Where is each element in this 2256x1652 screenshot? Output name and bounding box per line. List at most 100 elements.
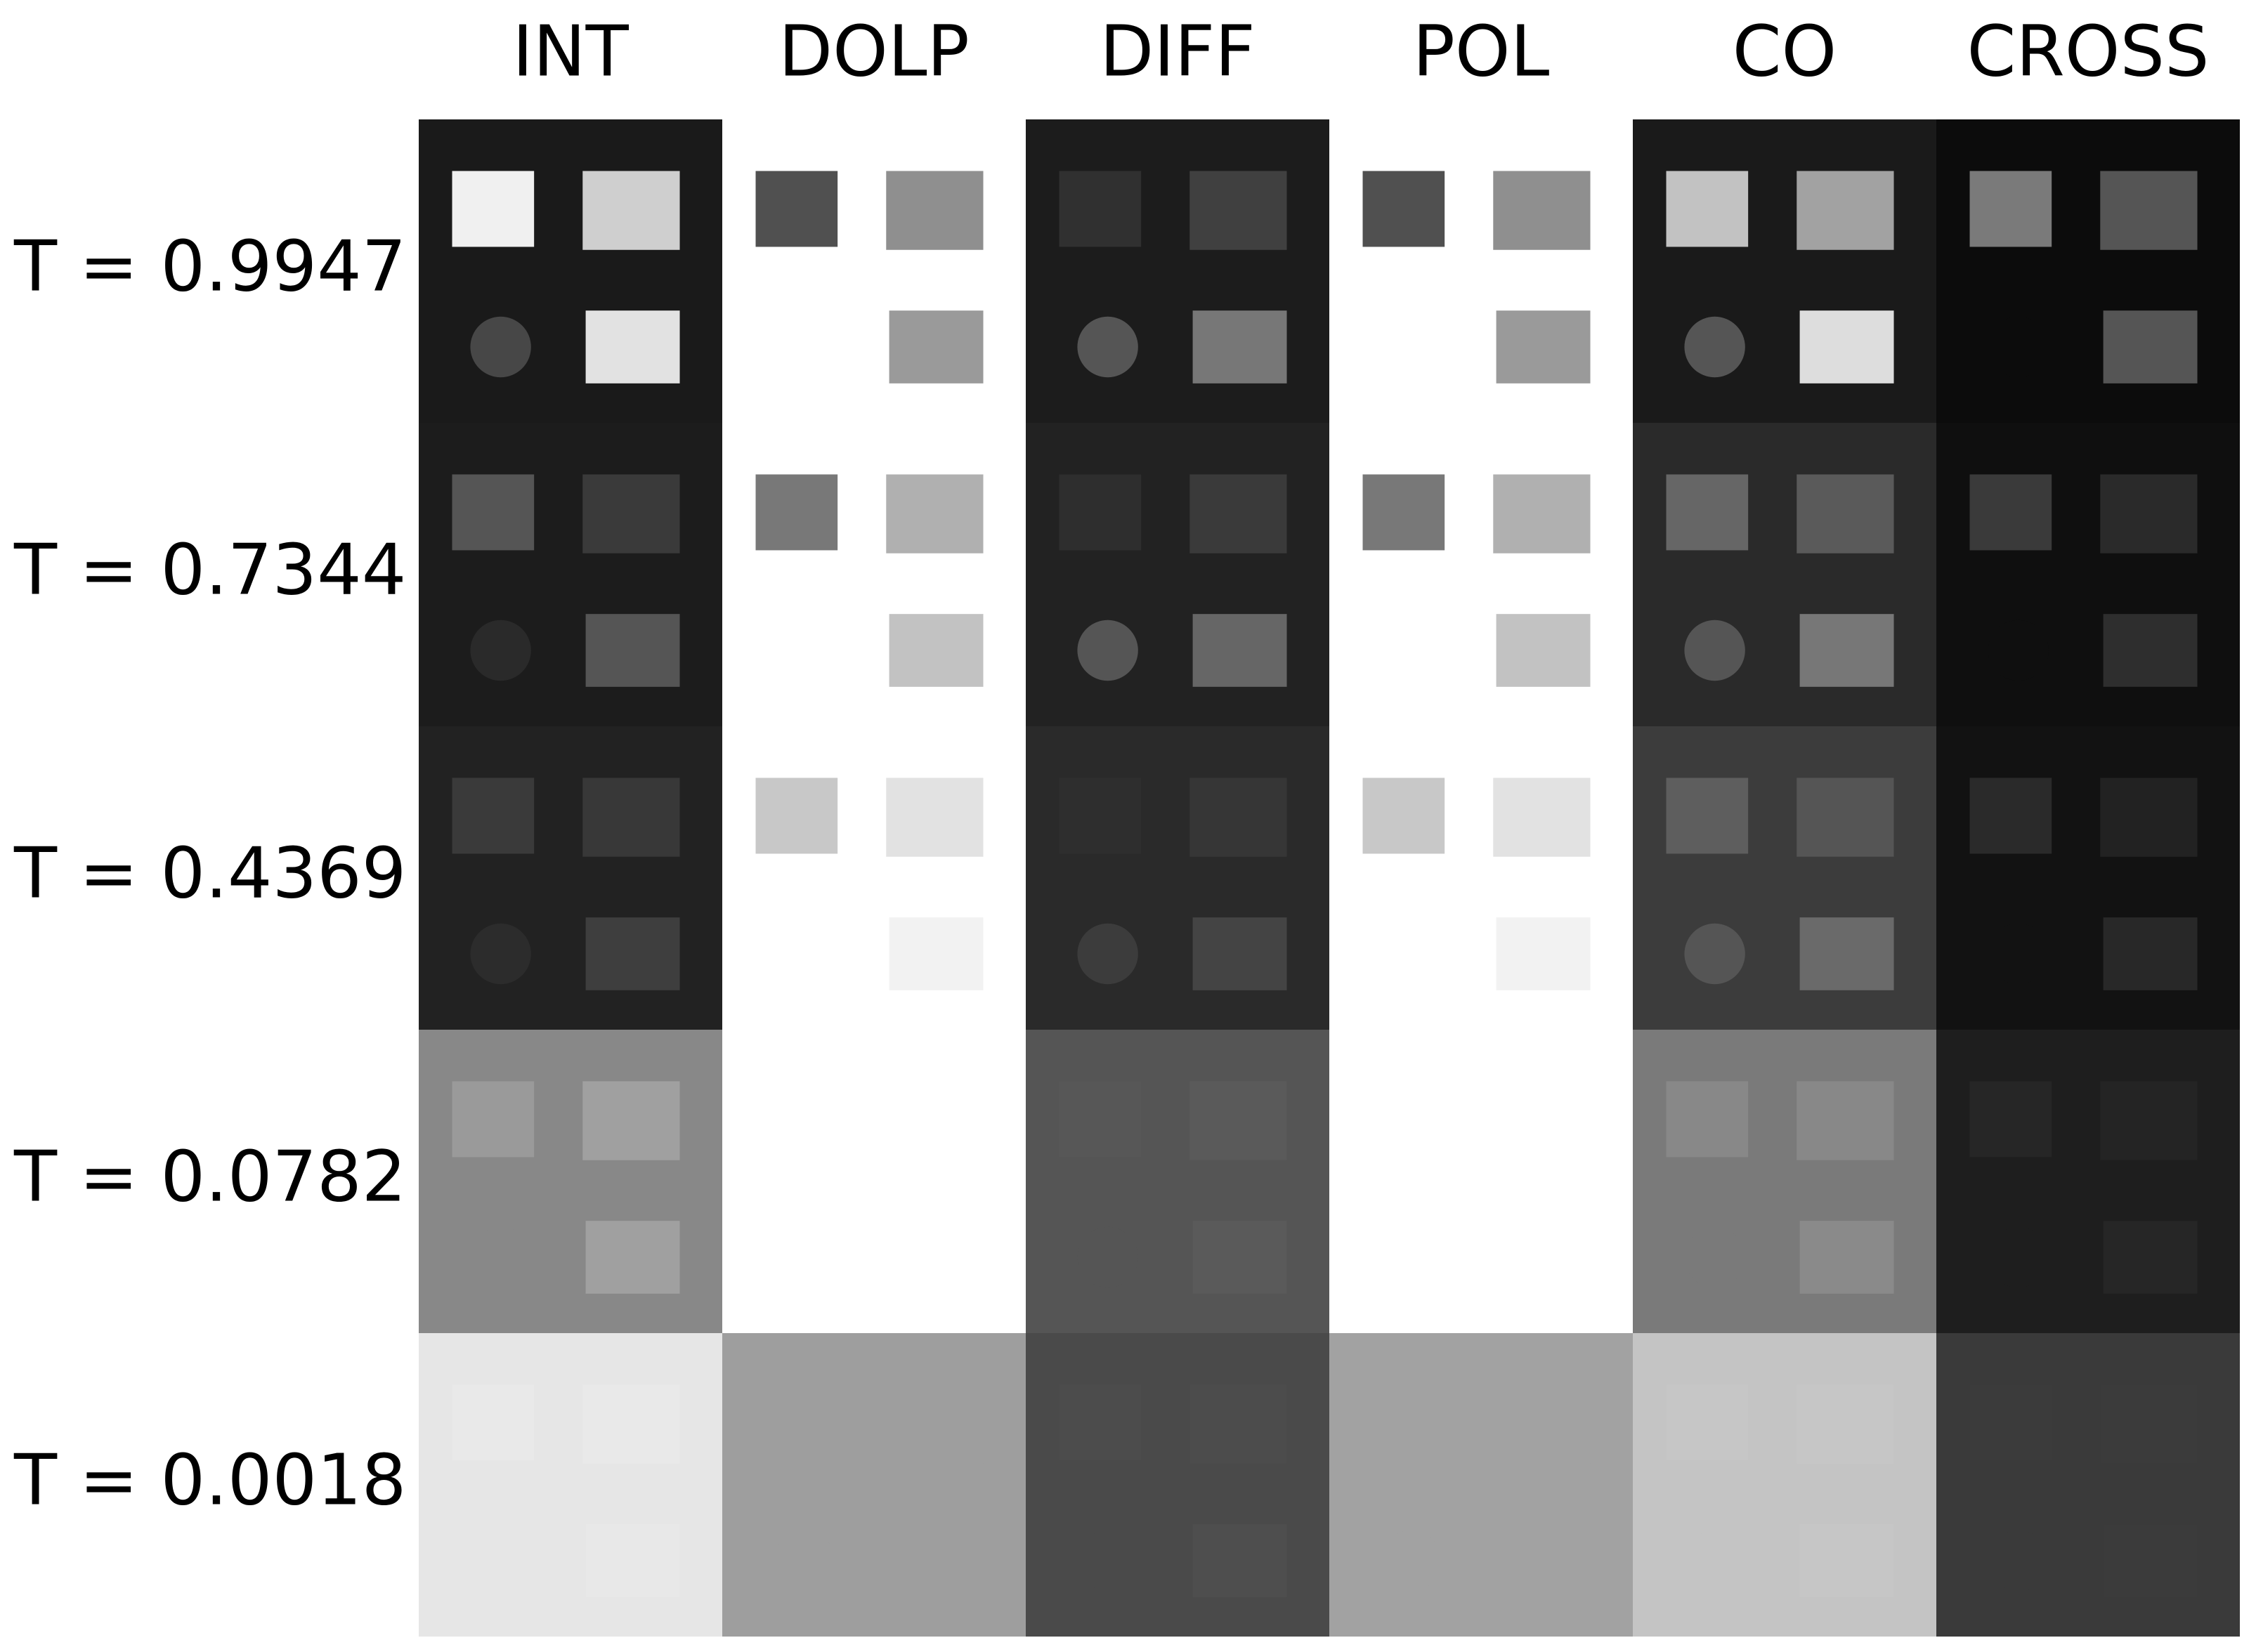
sample-patch [1059, 1081, 1142, 1158]
sample-patch [1666, 474, 1749, 551]
sample-disc [1988, 1226, 2049, 1288]
image-cell [1329, 726, 1633, 1030]
image-cell [1936, 726, 2240, 1030]
sample-disc [1684, 620, 1745, 681]
image-cell [1633, 726, 1936, 1030]
sample-disc [774, 620, 835, 681]
sample-patch [452, 474, 535, 551]
sample-patch [1362, 778, 1445, 854]
sample-patch [2100, 171, 2198, 250]
sample-patch [1799, 1524, 1894, 1597]
sample-patch [889, 310, 984, 383]
column-header: POL [1413, 10, 1550, 92]
sample-disc [1684, 1530, 1745, 1592]
column-header: DOLP [778, 10, 970, 92]
image-cell [1026, 1030, 1329, 1333]
sample-patch [1362, 171, 1445, 247]
image-cell [1633, 423, 1936, 726]
sample-disc [470, 1530, 531, 1592]
sample-patch [755, 171, 838, 247]
sample-patch [452, 778, 535, 854]
image-cell [1026, 726, 1329, 1030]
sample-patch [886, 474, 984, 553]
sample-patch [889, 917, 984, 990]
sample-patch [1969, 1384, 2052, 1461]
row-label: T = 0.7344 [13, 528, 406, 610]
sample-patch [755, 1081, 838, 1158]
sample-patch [452, 1384, 535, 1461]
image-cell [1633, 1030, 1936, 1333]
sample-disc [1684, 316, 1745, 378]
column-header: INT [512, 10, 629, 92]
sample-patch [585, 614, 680, 687]
sample-patch [1189, 1384, 1287, 1464]
sample-patch [1797, 1081, 1894, 1160]
sample-patch [1192, 1524, 1287, 1597]
sample-patch [582, 778, 680, 857]
sample-patch [585, 1524, 680, 1597]
sample-patch [1059, 171, 1142, 247]
image-cell [1936, 1030, 2240, 1333]
sample-patch [1189, 1081, 1287, 1160]
sample-patch [1666, 778, 1749, 854]
sample-patch [1192, 310, 1287, 383]
sample-disc [1684, 923, 1745, 985]
image-cell [419, 119, 722, 423]
sample-patch [886, 1081, 984, 1160]
image-cell [419, 423, 722, 726]
sample-patch [582, 171, 680, 250]
sample-patch [2103, 1221, 2198, 1294]
sample-patch [1799, 1221, 1894, 1294]
sample-patch [1496, 1524, 1591, 1597]
sample-patch [1362, 1081, 1445, 1158]
sample-patch [1192, 917, 1287, 990]
sample-patch [1969, 1081, 2052, 1158]
sample-disc [470, 923, 531, 985]
sample-disc [774, 923, 835, 985]
sample-patch [1496, 1221, 1591, 1294]
image-cell [1026, 423, 1329, 726]
sample-patch [2103, 310, 2198, 383]
row-label: T = 0.9947 [13, 225, 406, 307]
image-cell [419, 1333, 722, 1637]
image-cell [1329, 423, 1633, 726]
sample-patch [1797, 171, 1894, 250]
image-cell [722, 423, 1026, 726]
sample-disc [1381, 1226, 1442, 1288]
sample-patch [889, 1221, 984, 1294]
image-cell [1633, 119, 1936, 423]
sample-patch [1666, 1081, 1749, 1158]
sample-patch [1969, 474, 2052, 551]
sample-patch [2103, 917, 2198, 990]
sample-patch [2100, 474, 2198, 553]
image-cell [1936, 423, 2240, 726]
sample-patch [886, 1384, 984, 1464]
image-cell [722, 1333, 1026, 1637]
image-cell [1329, 1333, 1633, 1637]
sample-patch [1666, 1384, 1749, 1461]
sample-disc [1988, 620, 2049, 681]
image-cell [419, 1030, 722, 1333]
sample-patch [889, 1524, 984, 1597]
image-cell [722, 119, 1026, 423]
sample-patch [886, 171, 984, 250]
sample-patch [1799, 917, 1894, 990]
sample-disc [1077, 620, 1138, 681]
sample-disc [1684, 1226, 1745, 1288]
sample-disc [1988, 316, 2049, 378]
image-cell [1329, 119, 1633, 423]
sample-patch [1799, 614, 1894, 687]
image-cell [1633, 1333, 1936, 1637]
sample-patch [585, 917, 680, 990]
sample-patch [1059, 1384, 1142, 1461]
image-cell [722, 1030, 1026, 1333]
sample-patch [1493, 1081, 1591, 1160]
sample-patch [1189, 474, 1287, 553]
sample-disc [774, 1530, 835, 1592]
sample-patch [2100, 1081, 2198, 1160]
sample-patch [1797, 474, 1894, 553]
sample-patch [2103, 614, 2198, 687]
column-header: CROSS [1967, 10, 2210, 92]
